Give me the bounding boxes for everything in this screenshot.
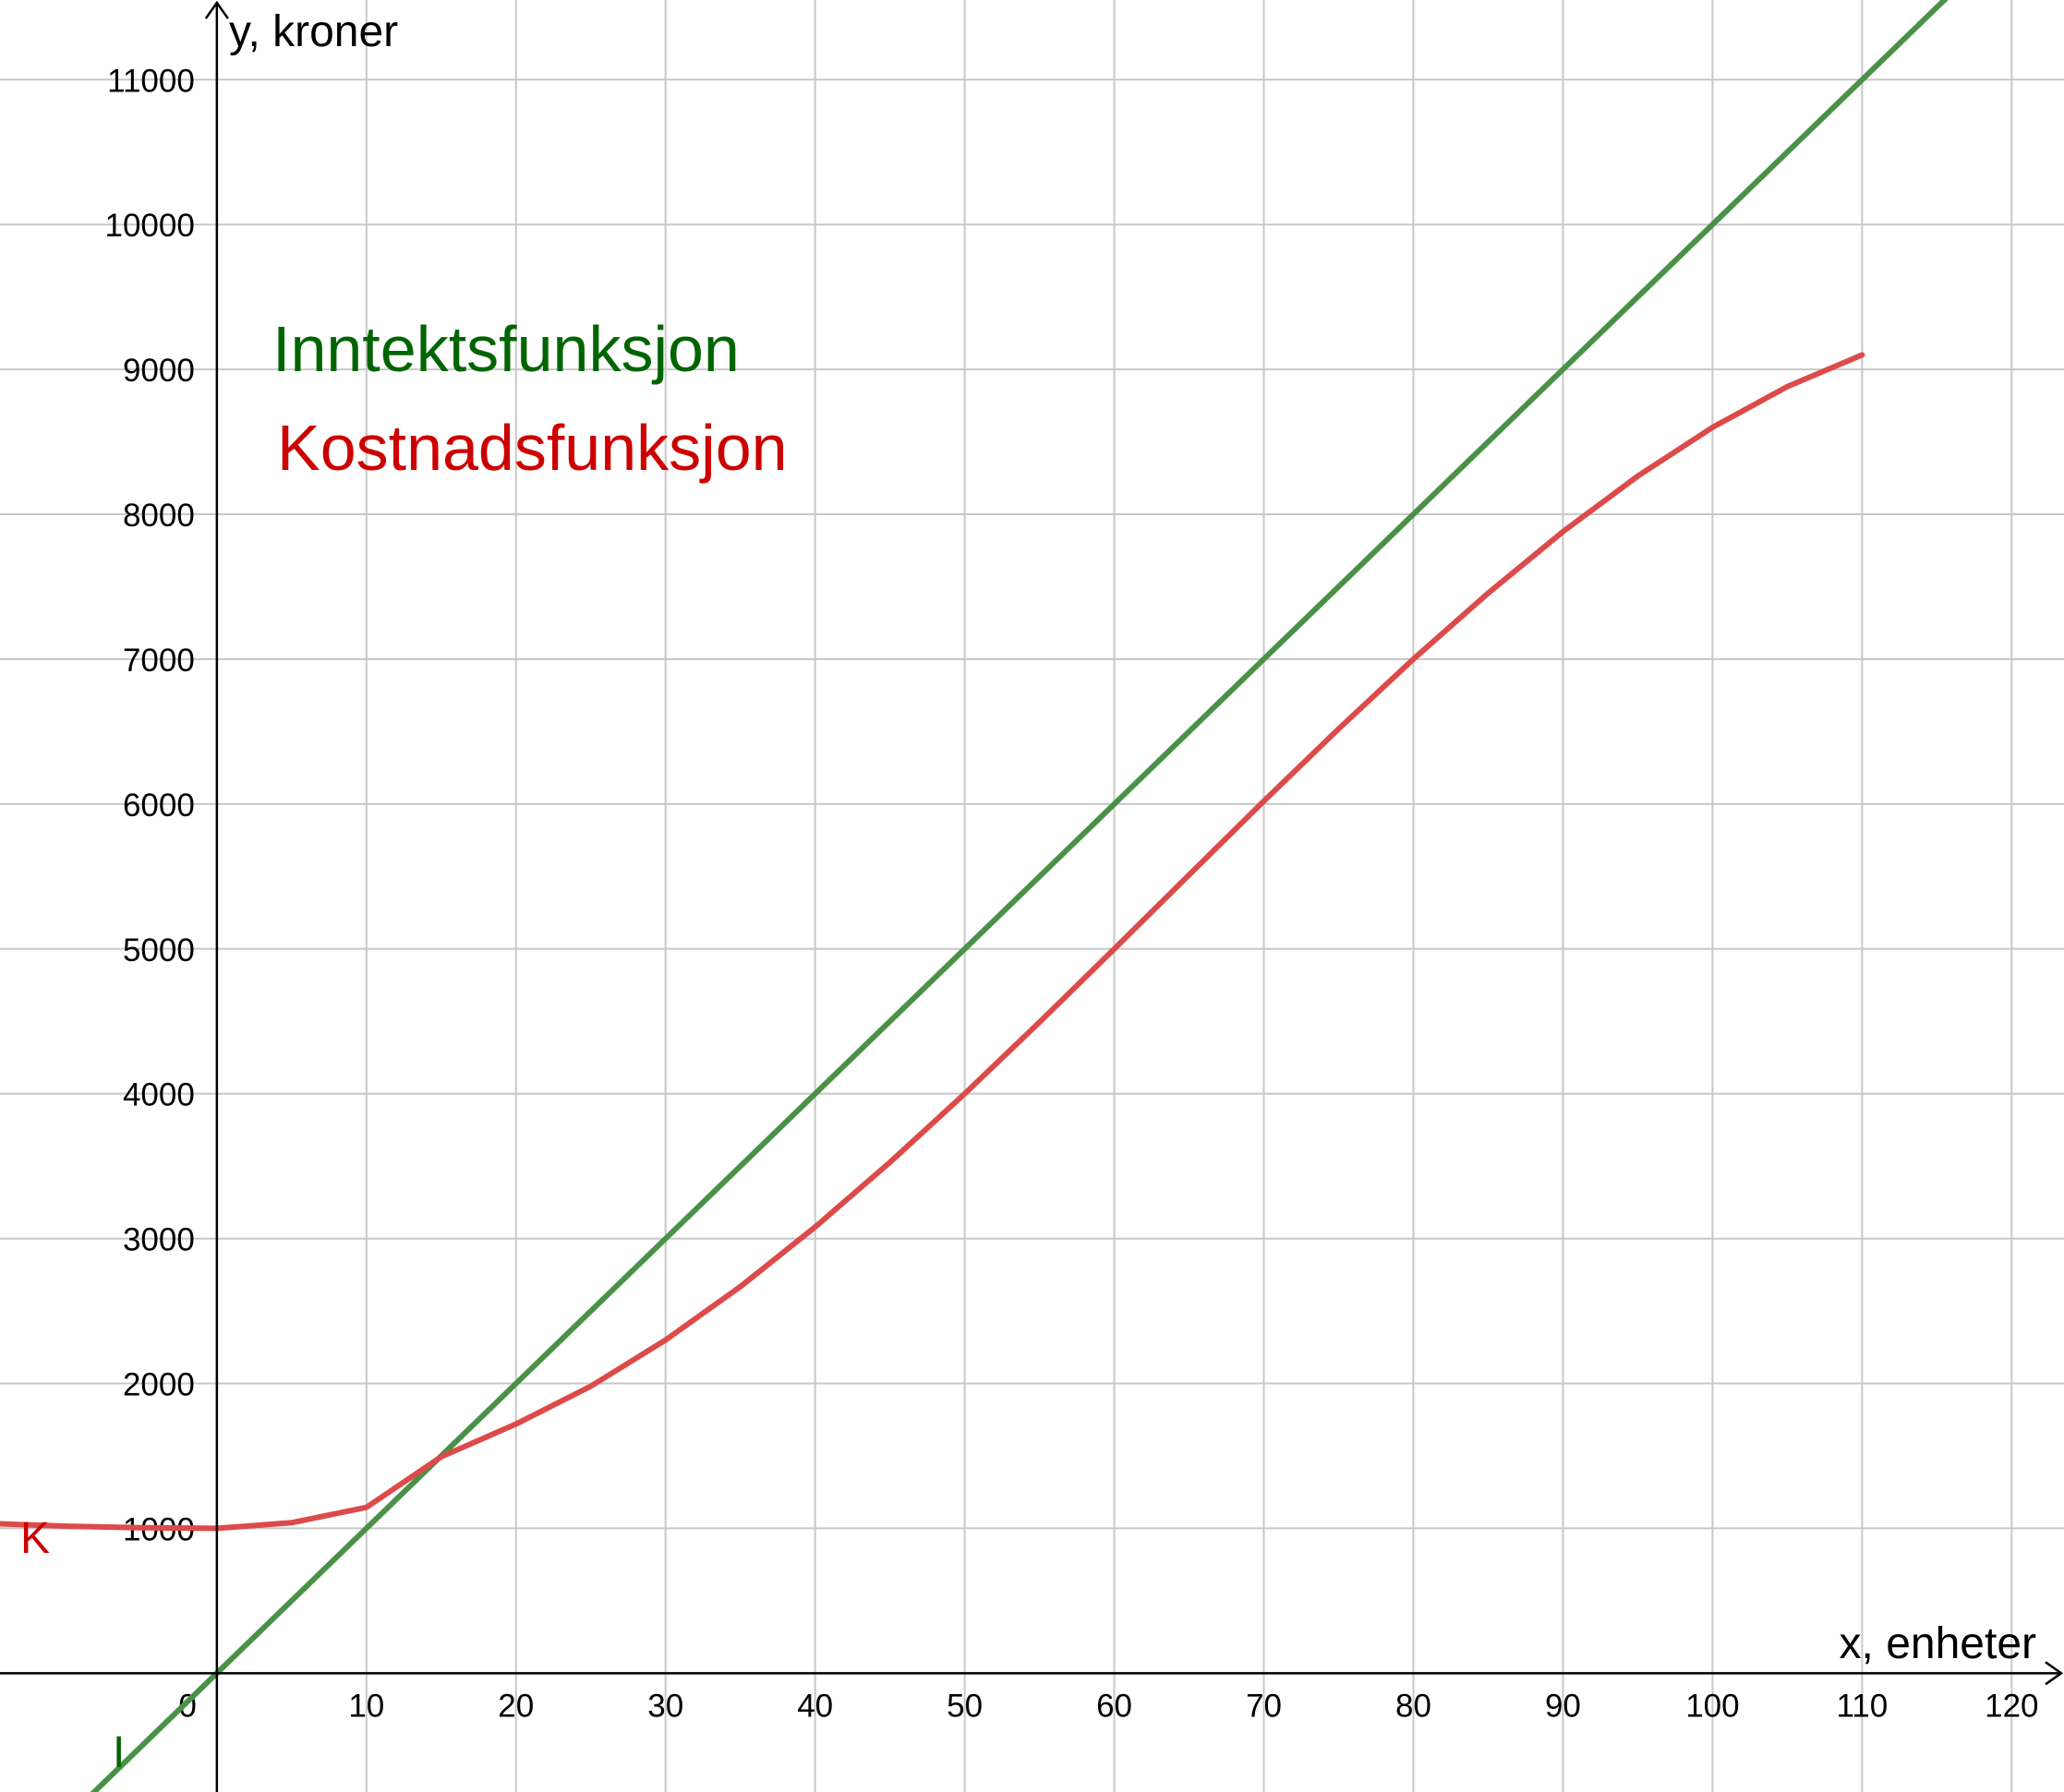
x-tick-label: 80 [1395, 1688, 1431, 1724]
series-layer [0, 0, 1949, 1792]
y-tick-label: 8000 [123, 498, 195, 534]
x-tick-label: 40 [797, 1688, 833, 1724]
x-tick-label: 70 [1246, 1688, 1282, 1724]
y-tick-label: 7000 [123, 643, 195, 679]
series-label-i: I [113, 1728, 125, 1777]
x-axis-title: x, enheter [1840, 1619, 2036, 1668]
legend-entry-inntektsfunksjon: Inntektsfunksjon [272, 313, 740, 385]
y-axis-arrow [204, 0, 229, 19]
x-tick-label: 20 [498, 1688, 534, 1724]
y-tick-labels: 1000200030004000500060007000800090001000… [105, 63, 195, 1547]
x-tick-label: 90 [1545, 1688, 1581, 1724]
x-axis-arrow [2045, 1661, 2064, 1686]
x-tick-label: 110 [1836, 1688, 1888, 1724]
series-line-k [0, 352, 1865, 1532]
y-tick-label: 11000 [107, 63, 195, 99]
y-tick-label: 10000 [105, 208, 195, 244]
y-tick-label: 4000 [123, 1077, 195, 1113]
series-label-k: K [20, 1514, 50, 1563]
x-tick-label: 100 [1685, 1688, 1739, 1724]
legend-entry-kostnadsfunksjon: Kostnadsfunksjon [277, 412, 788, 484]
y-tick-label: 3000 [123, 1222, 195, 1258]
x-tick-label: 10 [348, 1688, 384, 1724]
y-tick-label: 6000 [123, 788, 195, 824]
x-tick-labels: 0 10 20 30 40 50 60 70 80 90 100 110 120 [178, 1688, 2038, 1724]
y-tick-label: 9000 [123, 353, 195, 389]
y-tick-label: 5000 [123, 932, 195, 968]
x-tick-label: 30 [647, 1688, 683, 1724]
y-tick-label: 2000 [123, 1367, 195, 1403]
series-line-i [90, 0, 1949, 1792]
x-tick-label: 50 [947, 1688, 983, 1724]
x-tick-label: 120 [1985, 1688, 2038, 1724]
y-axis-title: y, kroner [229, 7, 398, 56]
x-tick-label: 60 [1096, 1688, 1132, 1724]
